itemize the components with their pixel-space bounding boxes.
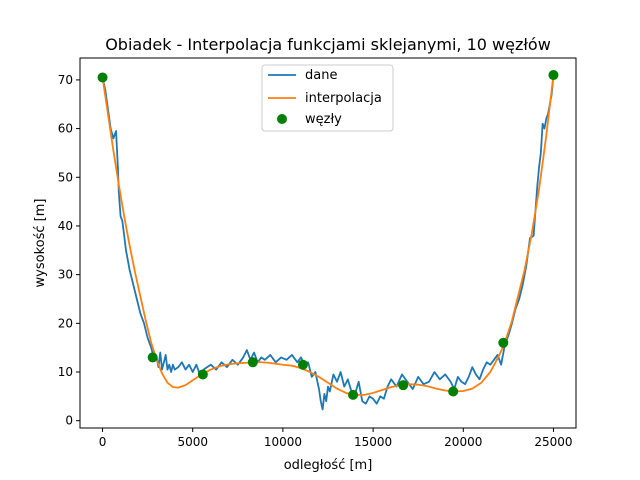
node-point <box>147 352 158 363</box>
node-point <box>348 389 359 400</box>
x-tick-label: 15000 <box>354 435 392 449</box>
y-axis: 0 10 20 30 40 50 60 70 <box>58 73 80 428</box>
legend-label-wezly: węzły <box>305 112 342 127</box>
node-point <box>97 72 108 83</box>
x-tick-label: 10000 <box>264 435 302 449</box>
node-point <box>448 386 459 397</box>
y-tick-label: 40 <box>58 219 73 233</box>
axes-frame <box>79 57 577 429</box>
legend-label-interpolacja: interpolacja <box>305 91 382 106</box>
y-tick-label: 70 <box>58 73 73 87</box>
x-tick-label: 5000 <box>177 435 208 449</box>
legend: dane interpolacja węzły <box>261 64 394 132</box>
node-point <box>548 70 559 81</box>
y-tick-label: 20 <box>58 316 73 330</box>
node-point <box>498 337 509 348</box>
legend-frame <box>261 64 394 132</box>
y-tick-label: 10 <box>58 365 73 379</box>
chart-title: Obiadek - Interpolacja funkcjami sklejan… <box>105 35 551 54</box>
legend-label-dane: dane <box>305 68 337 83</box>
legend-swatch-wezly <box>277 114 287 124</box>
node-point <box>297 359 308 370</box>
x-tick-label: 25000 <box>534 435 572 449</box>
plot-area <box>97 70 559 411</box>
y-axis-label: wysokość [m] <box>33 199 48 288</box>
series-line-dane <box>101 74 555 411</box>
y-tick-label: 0 <box>65 414 73 428</box>
x-tick-label: 0 <box>99 435 107 449</box>
y-tick-label: 30 <box>58 268 73 282</box>
node-point <box>247 357 258 368</box>
y-tick-label: 50 <box>58 170 73 184</box>
node-point <box>197 369 208 380</box>
x-axis-label: odległość [m] <box>284 458 373 473</box>
node-point <box>398 380 409 391</box>
x-axis: 0 5000 10000 15000 20000 25000 <box>99 428 573 449</box>
y-tick-label: 60 <box>58 122 73 136</box>
x-tick-label: 20000 <box>444 435 482 449</box>
